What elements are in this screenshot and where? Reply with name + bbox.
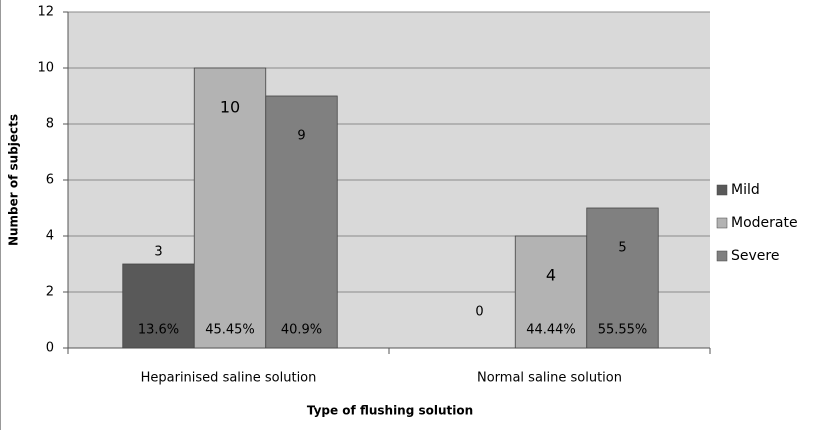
data-label: 4 xyxy=(546,266,556,285)
y-tick-label: 0 xyxy=(46,341,54,356)
percent-label: 13.6% xyxy=(138,323,179,338)
y-tick-label: 6 xyxy=(46,173,54,188)
y-tick-label: 4 xyxy=(46,229,54,244)
y-tick-label: 8 xyxy=(46,117,54,132)
bar xyxy=(514,235,588,349)
y-tick-label: 10 xyxy=(37,61,54,76)
legend-swatch xyxy=(716,250,728,262)
bar xyxy=(586,207,659,349)
percent-label: 55.55% xyxy=(598,323,648,338)
x-axis-title: Type of flushing solution xyxy=(307,404,473,418)
data-label: 10 xyxy=(220,98,240,117)
x-tick-label: Normal saline solution xyxy=(477,371,622,386)
y-tick-label: 12 xyxy=(37,5,54,20)
y-tick-label: 2 xyxy=(46,285,54,300)
bar xyxy=(265,95,338,349)
legend-label: Mild xyxy=(731,182,760,198)
legend-swatch xyxy=(716,217,728,229)
data-label: 5 xyxy=(618,241,626,256)
x-tick-label: Heparinised saline solution xyxy=(141,371,317,386)
bar xyxy=(193,67,267,349)
legend-label: Moderate xyxy=(731,215,798,231)
data-label: 9 xyxy=(297,129,305,144)
data-label: 0 xyxy=(475,305,483,320)
data-label: 3 xyxy=(154,245,162,260)
percent-label: 45.45% xyxy=(205,323,255,338)
legend-swatch xyxy=(716,184,728,196)
percent-label: 40.9% xyxy=(281,323,322,338)
bar xyxy=(122,263,195,349)
percent-label: 44.44% xyxy=(526,323,576,338)
legend-label: Severe xyxy=(731,248,779,264)
y-axis-title: Number of subjects xyxy=(7,114,21,246)
